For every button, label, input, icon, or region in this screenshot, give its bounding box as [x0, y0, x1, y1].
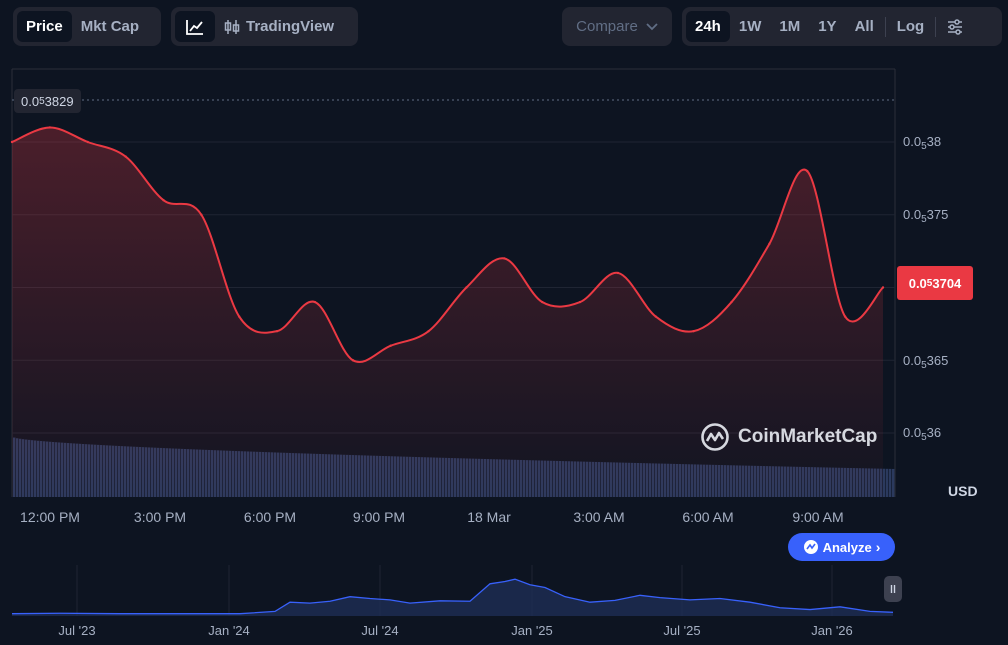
price-point	[162, 199, 165, 202]
price-point	[389, 344, 392, 347]
x-tick-label: 6:00 AM	[682, 509, 734, 525]
y-tick-label: 0.0536	[903, 425, 942, 443]
range-navigator[interactable]	[0, 560, 1008, 630]
tradingview-label: TradingView	[246, 18, 335, 35]
coinmarketcap-watermark: CoinMarketCap	[700, 422, 877, 452]
compare-dropdown[interactable]: Compare	[562, 7, 672, 46]
price-point	[654, 315, 657, 318]
price-point	[351, 359, 355, 362]
price-point	[503, 257, 506, 260]
x-tick-label: 12:00 PM	[20, 509, 80, 525]
chevron-down-icon	[646, 22, 658, 30]
watermark-text: CoinMarketCap	[738, 426, 878, 447]
y-tick-label: 0.05375	[903, 207, 949, 225]
range-1w[interactable]: 1W	[738, 18, 762, 35]
current-price-label: 0.0 5 3704	[897, 266, 973, 300]
range-1y[interactable]: 1Y	[818, 18, 837, 35]
sliders-icon	[948, 18, 963, 35]
price-point	[427, 329, 430, 333]
price-point	[86, 140, 89, 144]
x-tick-label: 3:00 AM	[573, 509, 625, 525]
drag-handle-icon	[890, 585, 896, 593]
price-point	[200, 213, 203, 216]
volume-bar	[889, 468, 892, 497]
navigator-label: Jan '24	[208, 623, 250, 638]
x-tick-label: 3:00 PM	[133, 509, 187, 525]
analyze-label: Analyze	[822, 539, 872, 555]
price-point	[465, 286, 468, 289]
price-tab[interactable]: Price	[17, 11, 72, 42]
range-24h[interactable]: 24h	[686, 11, 730, 42]
price-point	[881, 286, 885, 289]
price-point	[238, 315, 241, 318]
divider	[935, 16, 937, 37]
currency-label: USD	[948, 483, 978, 499]
price-point	[275, 329, 279, 333]
log-scale-button[interactable]: Log	[896, 18, 925, 35]
price-chart[interactable]	[0, 0, 1008, 500]
chevron-right-icon: ›	[875, 539, 881, 555]
line-chart-button[interactable]	[175, 11, 215, 42]
navigator-label: Jan '26	[811, 623, 853, 638]
mkt-cap-tab[interactable]: Mkt Cap	[80, 18, 140, 35]
tradingview-button[interactable]: TradingView	[215, 11, 343, 42]
volume-bar	[886, 468, 889, 497]
price-point	[730, 300, 733, 304]
navigator-label: Jul '24	[361, 623, 399, 638]
settings-button[interactable]	[938, 11, 972, 42]
x-tick-label: 9:00 AM	[792, 509, 844, 525]
navigator-label: Jan '25	[511, 623, 553, 638]
price-point	[540, 300, 544, 304]
chart-type-toggle: TradingView	[171, 7, 358, 46]
range-selector: 24h 1W 1M 1Y All Log	[682, 7, 1002, 46]
navigator-area	[12, 579, 893, 616]
x-tick-label: 18 Mar	[467, 509, 511, 525]
navigator-line	[11, 578, 894, 615]
price-point	[10, 140, 14, 144]
compare-label: Compare	[576, 18, 638, 35]
price-point	[124, 155, 127, 158]
price-point	[48, 126, 52, 129]
analyze-button[interactable]: Analyze ›	[788, 533, 895, 561]
y-tick-label: 0.05365	[903, 353, 949, 371]
range-1m[interactable]: 1M	[779, 18, 801, 35]
navigator-label: Jul '25	[663, 623, 701, 638]
navigator-handle[interactable]	[884, 576, 902, 602]
price-point	[616, 271, 620, 275]
x-tick-label: 6:00 PM	[243, 509, 297, 525]
range-all[interactable]: All	[854, 18, 874, 35]
navigator-label: Jul '23	[58, 623, 96, 638]
coinmarketcap-logo-icon	[701, 423, 729, 451]
max-price-label: 0.0 5 3829	[14, 89, 81, 113]
price-point	[578, 300, 582, 304]
price-mktcap-toggle: Price Mkt Cap	[13, 7, 161, 46]
divider	[884, 16, 886, 37]
volume-bar	[883, 468, 886, 497]
price-point	[843, 315, 847, 318]
price-area-fill	[12, 127, 883, 497]
candlestick-icon	[224, 19, 240, 34]
volume-bar	[892, 468, 895, 497]
line-chart-icon	[186, 19, 203, 35]
x-tick-label: 9:00 PM	[352, 509, 406, 525]
price-point	[806, 169, 809, 173]
price-point	[692, 329, 695, 333]
price-point	[768, 242, 771, 246]
price-point	[313, 300, 317, 304]
y-tick-label: 0.0538	[903, 134, 942, 152]
ai-sparkle-icon	[803, 540, 818, 554]
